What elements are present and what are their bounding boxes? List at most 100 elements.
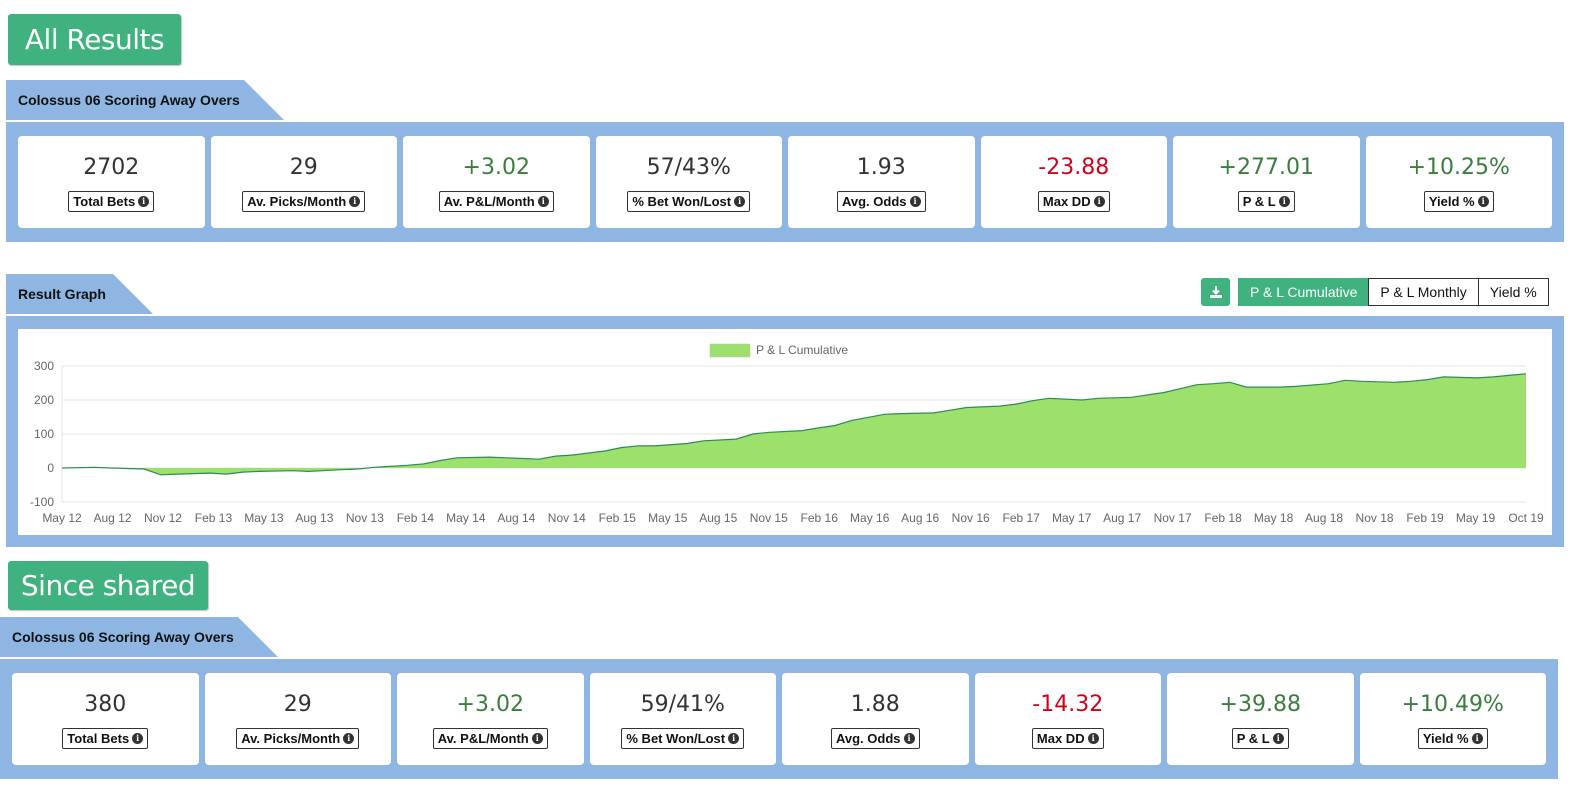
stat-label-text: Av. Picks/Month <box>241 731 341 746</box>
series-area <box>62 373 1526 475</box>
info-icon[interactable]: i <box>1471 733 1483 744</box>
x-tick-label: Aug 12 <box>93 511 131 525</box>
info-icon[interactable]: i <box>1278 196 1290 207</box>
stat-label[interactable]: Total Bets i <box>68 191 155 212</box>
stat-label[interactable]: Total Bets i <box>62 728 149 749</box>
stat-label[interactable]: Yield % i <box>1423 191 1494 212</box>
chart-container: P & L Cumulative 300 200 100 0 -100 May 12 Aug … <box>18 329 1552 535</box>
all-results-button[interactable]: All Results <box>8 14 181 65</box>
x-tick-label: Aug 16 <box>901 511 939 525</box>
stat-card: 1.93 Avg. Odds i <box>788 136 975 228</box>
info-icon[interactable]: i <box>531 733 543 744</box>
stat-label-text: Yield % <box>1428 194 1475 209</box>
stat-label[interactable]: % Bet Won/Lost i <box>627 191 751 212</box>
info-icon[interactable]: i <box>132 733 144 744</box>
stat-value: +3.02 <box>462 155 530 180</box>
info-icon[interactable]: i <box>537 196 549 207</box>
x-tick-label: Aug 17 <box>1103 511 1141 525</box>
stat-card: 1.88 Avg. Odds i <box>782 673 969 765</box>
x-tick-label: May 13 <box>244 511 284 525</box>
stat-label[interactable]: Max DD i <box>1037 191 1110 212</box>
stat-card: 380 Total Bets i <box>12 673 199 765</box>
x-tick-label: Feb 19 <box>1406 511 1444 525</box>
x-tick-label: Feb 17 <box>1002 511 1040 525</box>
stat-label[interactable]: Av. Picks/Month i <box>236 728 360 749</box>
strategy-name: Colossus 06 Scoring Away Overs <box>12 629 234 645</box>
stat-value: +10.25% <box>1407 155 1510 180</box>
stat-value: +3.02 <box>456 692 524 717</box>
info-icon[interactable]: i <box>138 196 150 207</box>
x-tick-label: Oct 19 <box>1508 511 1544 525</box>
result-graph-header: Result Graph <box>6 274 153 314</box>
stat-label[interactable]: Av. P&L/Month i <box>438 191 554 212</box>
stat-value: +10.49% <box>1401 692 1504 717</box>
strategy-header-shared: Colossus 06 Scoring Away Overs <box>0 617 278 657</box>
stat-card: 57/43% % Bet Won/Lost i <box>595 136 782 228</box>
stat-label-text: Avg. Odds <box>835 731 901 746</box>
x-tick-label: Aug 13 <box>295 511 333 525</box>
stat-label[interactable]: Av. P&L/Month i <box>432 728 548 749</box>
info-icon[interactable]: i <box>728 733 740 744</box>
since-shared-button[interactable]: Since shared <box>8 561 208 610</box>
info-icon[interactable]: i <box>349 196 361 207</box>
x-tick-label: Nov 17 <box>1154 511 1192 525</box>
graph-tab[interactable]: P & L Cumulative <box>1238 278 1370 306</box>
graph-tab[interactable]: Yield % <box>1477 278 1549 306</box>
series-line <box>61 373 1527 476</box>
stat-card: -23.88 Max DD i <box>980 136 1167 228</box>
stat-value: 380 <box>84 692 127 717</box>
stat-card: +10.49% Yield % i <box>1359 673 1546 765</box>
stat-value: 59/41% <box>640 692 725 717</box>
strategy-header-all: Colossus 06 Scoring Away Overs <box>6 80 284 120</box>
stat-label[interactable]: Avg. Odds i <box>830 728 920 749</box>
y-tick-label: 300 <box>34 359 54 373</box>
x-tick-label: Nov 13 <box>346 511 384 525</box>
stat-card: +3.02 Av. P&L/Month i <box>397 673 584 765</box>
y-tick-label: 0 <box>47 461 54 475</box>
x-tick-label: Feb 15 <box>599 511 637 525</box>
legend-label: P & L Cumulative <box>756 343 848 357</box>
stat-label[interactable]: Max DD i <box>1031 728 1104 749</box>
stat-label-text: Av. Picks/Month <box>247 194 347 209</box>
info-icon[interactable]: i <box>903 733 915 744</box>
x-tick-label: Feb 16 <box>801 511 839 525</box>
info-icon[interactable]: i <box>343 733 355 744</box>
graph-tab[interactable]: P & L Monthly <box>1368 278 1479 306</box>
strategy-name: Colossus 06 Scoring Away Overs <box>18 92 240 108</box>
stat-value: -14.32 <box>1032 692 1104 717</box>
info-icon[interactable]: i <box>1087 733 1099 744</box>
download-button[interactable] <box>1201 278 1230 306</box>
stat-card: 2702 Total Bets i <box>18 136 205 228</box>
stat-label[interactable]: % Bet Won/Lost i <box>621 728 745 749</box>
stat-label-text: P & L <box>1236 731 1270 746</box>
x-tick-label: Nov 15 <box>750 511 788 525</box>
stat-label-text: Max DD <box>1042 194 1091 209</box>
info-icon[interactable]: i <box>734 196 746 207</box>
stat-value: 57/43% <box>646 155 731 180</box>
stats-panel-shared: 380 Total Bets i 29 Av. Picks/Month i +3.02 Av.… <box>0 659 1558 779</box>
x-tick-label: May 18 <box>1254 511 1294 525</box>
stat-card: +3.02 Av. P&L/Month i <box>403 136 590 228</box>
x-tick-label: May 19 <box>1456 511 1496 525</box>
stat-label[interactable]: Avg. Odds i <box>836 191 926 212</box>
stat-card: -14.32 Max DD i <box>974 673 1161 765</box>
stat-value: 1.88 <box>850 692 900 717</box>
stat-label-text: % Bet Won/Lost <box>626 731 726 746</box>
stat-label-text: % Bet Won/Lost <box>632 194 732 209</box>
info-icon[interactable]: i <box>1093 196 1105 207</box>
info-icon[interactable]: i <box>1477 196 1489 207</box>
legend-swatch <box>709 343 751 358</box>
stat-label-text: Total Bets <box>67 731 130 746</box>
stat-value: +277.01 <box>1218 155 1314 180</box>
info-icon[interactable]: i <box>909 196 921 207</box>
stat-label[interactable]: Yield % i <box>1417 728 1488 749</box>
info-icon[interactable]: i <box>1272 733 1284 744</box>
x-tick-label: Nov 18 <box>1356 511 1394 525</box>
y-tick-label: 200 <box>34 393 54 407</box>
stat-label-text: Av. P&L/Month <box>443 194 535 209</box>
stat-label[interactable]: Av. Picks/Month i <box>242 191 366 212</box>
x-tick-label: Feb 13 <box>195 511 233 525</box>
